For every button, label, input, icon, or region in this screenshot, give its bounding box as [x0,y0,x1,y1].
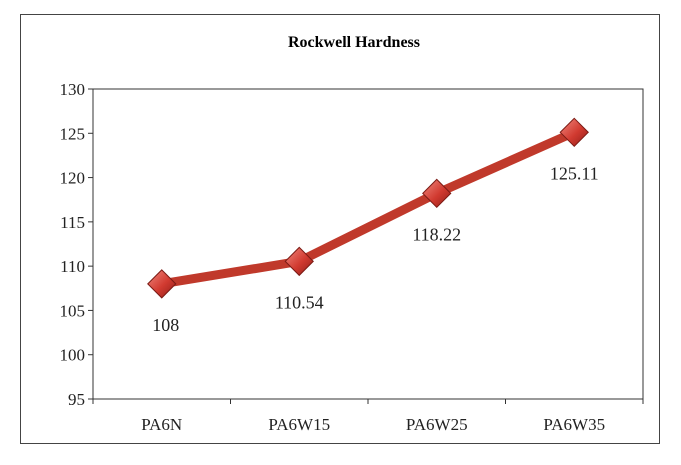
data-label: 110.54 [275,292,324,312]
data-point-marker [284,246,314,277]
chart-title: Rockwell Hardness [288,34,420,51]
y-tick-label: 125 [60,124,86,143]
data-label: 108 [152,315,179,335]
y-tick-label: 130 [60,80,86,99]
x-tick-label: PA6N [141,415,182,434]
x-tick-label: PA6W35 [543,415,605,434]
series-line [157,127,579,289]
data-point-marker [559,117,589,148]
y-tick-label: 110 [60,257,85,276]
x-tick-label: PA6W25 [406,415,468,434]
chart-figure: Rockwell Hardness 95 100 105 110 115 120 125 13… [20,14,660,444]
data-point-marker [422,178,452,209]
x-tick-label: PA6W15 [268,415,330,434]
data-point-marker [147,269,177,299]
y-tick-label: 115 [60,213,85,232]
data-label: 118.22 [412,224,461,244]
y-tick-label: 100 [60,346,86,365]
data-label: 125.11 [550,163,599,183]
y-tick-label: 120 [60,169,86,188]
y-tick-label: 105 [60,301,86,320]
line-chart: Rockwell Hardness 95 100 105 110 115 120 125 13… [60,34,644,434]
y-tick-label: 95 [68,390,85,409]
